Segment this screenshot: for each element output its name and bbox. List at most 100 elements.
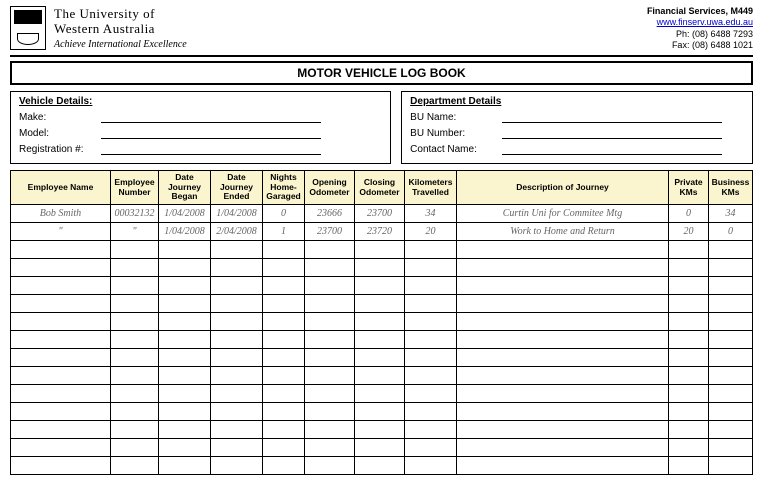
- cell-empty[interactable]: [111, 349, 159, 367]
- cell-empty[interactable]: [263, 277, 305, 295]
- cell-empty[interactable]: [355, 241, 405, 259]
- cell-empty[interactable]: [11, 439, 111, 457]
- cell-empty[interactable]: [111, 313, 159, 331]
- cell-empty[interactable]: [305, 277, 355, 295]
- cell-oopen[interactable]: 23666: [305, 205, 355, 223]
- cell-empty[interactable]: [457, 403, 669, 421]
- cell-empty[interactable]: [11, 331, 111, 349]
- cell-desc[interactable]: Curtin Uni for Commitee Mtg: [457, 205, 669, 223]
- cell-empty[interactable]: [111, 385, 159, 403]
- cell-empty[interactable]: [211, 295, 263, 313]
- cell-empty[interactable]: [11, 403, 111, 421]
- bu-number-input-line[interactable]: [502, 127, 722, 139]
- cell-empty[interactable]: [669, 349, 709, 367]
- cell-emp[interactable]: 00032132: [111, 205, 159, 223]
- cell-empty[interactable]: [111, 331, 159, 349]
- cell-empty[interactable]: [405, 439, 457, 457]
- cell-empty[interactable]: [211, 403, 263, 421]
- cell-empty[interactable]: [263, 385, 305, 403]
- cell-empty[interactable]: [305, 331, 355, 349]
- make-input-line[interactable]: [101, 111, 321, 123]
- cell-empty[interactable]: [457, 439, 669, 457]
- cell-empty[interactable]: [405, 349, 457, 367]
- cell-empty[interactable]: [709, 367, 753, 385]
- cell-empty[interactable]: [709, 313, 753, 331]
- cell-empty[interactable]: [457, 367, 669, 385]
- cell-empty[interactable]: [669, 295, 709, 313]
- cell-empty[interactable]: [355, 313, 405, 331]
- cell-empty[interactable]: [669, 259, 709, 277]
- cell-empty[interactable]: [305, 313, 355, 331]
- cell-empty[interactable]: [669, 457, 709, 475]
- cell-empty[interactable]: [355, 349, 405, 367]
- cell-empty[interactable]: [355, 439, 405, 457]
- cell-empty[interactable]: [355, 295, 405, 313]
- contact-name-input-line[interactable]: [502, 143, 722, 155]
- cell-empty[interactable]: [263, 259, 305, 277]
- cell-empty[interactable]: [355, 421, 405, 439]
- cell-empty[interactable]: [669, 367, 709, 385]
- cell-began[interactable]: 1/04/2008: [159, 223, 211, 241]
- cell-nights[interactable]: 0: [263, 205, 305, 223]
- cell-empty[interactable]: [211, 259, 263, 277]
- cell-empty[interactable]: [263, 295, 305, 313]
- cell-empty[interactable]: [211, 277, 263, 295]
- bu-name-input-line[interactable]: [502, 111, 722, 123]
- cell-empty[interactable]: [263, 331, 305, 349]
- cell-empty[interactable]: [305, 421, 355, 439]
- cell-bus[interactable]: 34: [709, 205, 753, 223]
- cell-empty[interactable]: [111, 259, 159, 277]
- cell-empty[interactable]: [709, 349, 753, 367]
- cell-empty[interactable]: [159, 241, 211, 259]
- cell-empty[interactable]: [211, 439, 263, 457]
- cell-empty[interactable]: [263, 403, 305, 421]
- cell-empty[interactable]: [355, 367, 405, 385]
- cell-empty[interactable]: [457, 277, 669, 295]
- cell-empty[interactable]: [709, 403, 753, 421]
- cell-empty[interactable]: [709, 439, 753, 457]
- cell-empty[interactable]: [709, 241, 753, 259]
- cell-empty[interactable]: [709, 295, 753, 313]
- cell-empty[interactable]: [159, 331, 211, 349]
- cell-empty[interactable]: [11, 367, 111, 385]
- cell-empty[interactable]: [457, 295, 669, 313]
- cell-km[interactable]: 20: [405, 223, 457, 241]
- cell-empty[interactable]: [159, 313, 211, 331]
- cell-empty[interactable]: [457, 349, 669, 367]
- cell-empty[interactable]: [263, 313, 305, 331]
- cell-empty[interactable]: [457, 313, 669, 331]
- cell-empty[interactable]: [111, 295, 159, 313]
- cell-empty[interactable]: [11, 349, 111, 367]
- cell-empty[interactable]: [405, 403, 457, 421]
- cell-empty[interactable]: [11, 259, 111, 277]
- cell-empty[interactable]: [263, 457, 305, 475]
- cell-empty[interactable]: [159, 421, 211, 439]
- cell-empty[interactable]: [405, 331, 457, 349]
- cell-empty[interactable]: [211, 241, 263, 259]
- cell-empty[interactable]: [355, 385, 405, 403]
- cell-empty[interactable]: [355, 331, 405, 349]
- cell-empty[interactable]: [405, 277, 457, 295]
- cell-empty[interactable]: [355, 277, 405, 295]
- cell-empty[interactable]: [305, 457, 355, 475]
- cell-empty[interactable]: [11, 313, 111, 331]
- cell-empty[interactable]: [159, 367, 211, 385]
- cell-empty[interactable]: [405, 385, 457, 403]
- cell-empty[interactable]: [11, 457, 111, 475]
- cell-empty[interactable]: [457, 421, 669, 439]
- cell-empty[interactable]: [263, 349, 305, 367]
- cell-empty[interactable]: [669, 277, 709, 295]
- cell-empty[interactable]: [263, 241, 305, 259]
- cell-empty[interactable]: [111, 367, 159, 385]
- cell-empty[interactable]: [159, 295, 211, 313]
- cell-empty[interactable]: [669, 313, 709, 331]
- cell-empty[interactable]: [159, 457, 211, 475]
- cell-nights[interactable]: 1: [263, 223, 305, 241]
- cell-empty[interactable]: [305, 349, 355, 367]
- cell-name[interactable]: ": [11, 223, 111, 241]
- cell-empty[interactable]: [111, 241, 159, 259]
- cell-empty[interactable]: [211, 367, 263, 385]
- cell-empty[interactable]: [457, 331, 669, 349]
- cell-empty[interactable]: [669, 385, 709, 403]
- cell-empty[interactable]: [11, 421, 111, 439]
